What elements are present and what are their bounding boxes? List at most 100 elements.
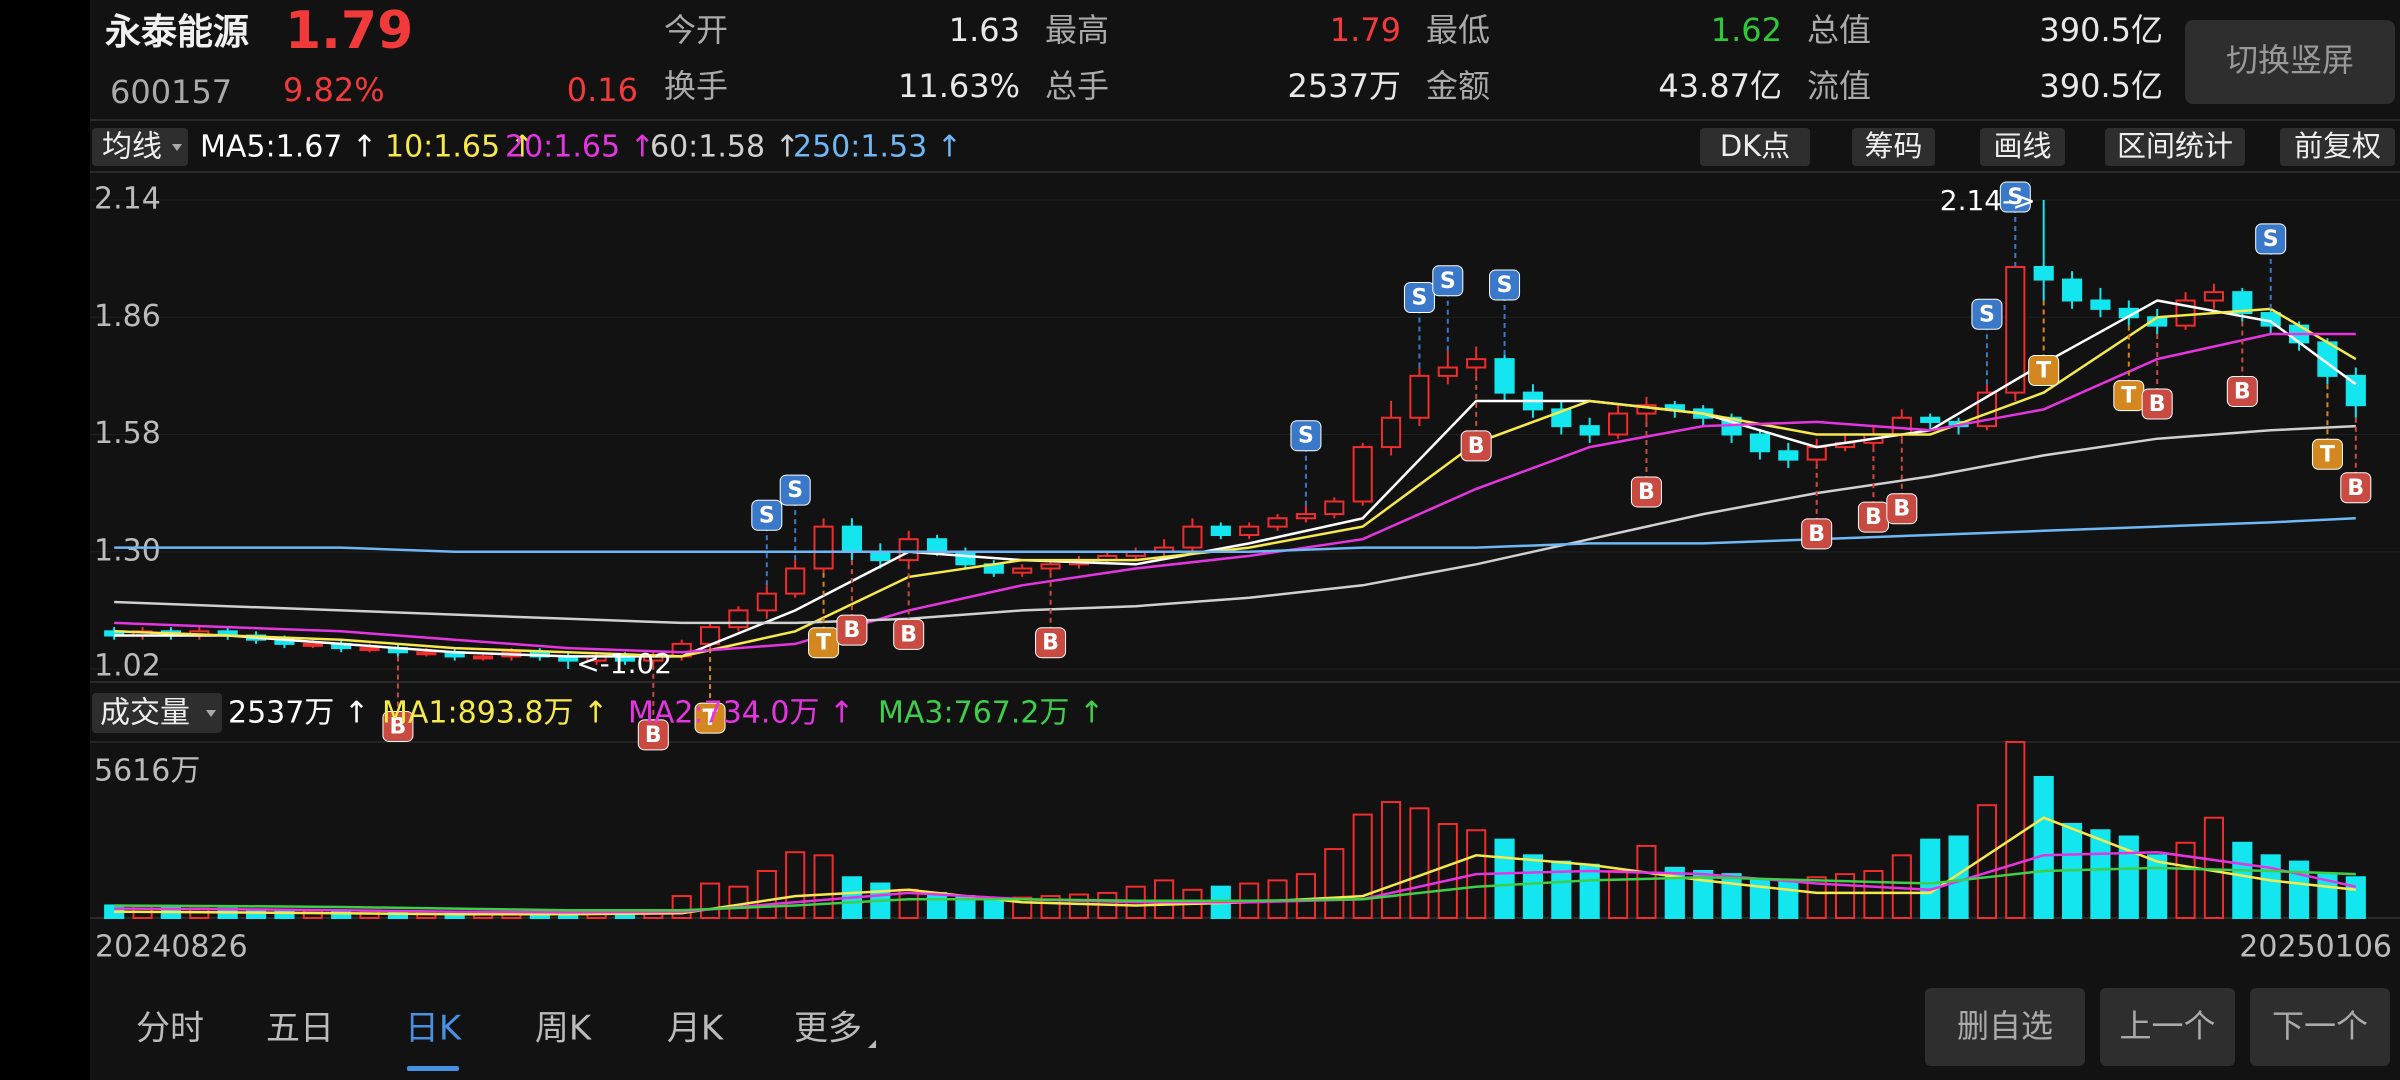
volume-selector[interactable] — [92, 693, 222, 733]
candle-body — [756, 592, 777, 612]
volume-bar — [983, 898, 1004, 920]
bottom-button-label[interactable]: 删自选 — [1957, 1007, 2053, 1045]
signal-label: T — [2121, 384, 2136, 409]
volume-bar — [1522, 854, 1544, 920]
tab[interactable]: 日K — [405, 1009, 463, 1049]
candle-body — [1494, 358, 1515, 394]
volume-selector-label[interactable]: 成交量 — [100, 696, 190, 731]
stat-label: 流值 — [1807, 67, 1871, 105]
tab[interactable]: 月K — [667, 1009, 725, 1049]
candle-body — [359, 647, 380, 652]
tab[interactable]: 五日 — [266, 1009, 334, 1049]
volume-bar — [1778, 879, 1799, 920]
candle-body — [1324, 500, 1345, 516]
tool-button-label[interactable]: 筹码 — [1864, 129, 1922, 163]
candle-body — [2090, 299, 2111, 310]
tab[interactable]: 更多 — [794, 1009, 862, 1049]
tab[interactable]: 周K — [535, 1009, 593, 1049]
tool-button[interactable] — [1700, 128, 1810, 166]
signal-label: S — [759, 503, 775, 528]
bottom-button-label[interactable]: 上一个 — [2119, 1007, 2215, 1045]
ma-line — [114, 850, 2357, 914]
signal-badge — [1886, 493, 1918, 525]
stat-label: 总手 — [1045, 67, 1109, 105]
tool-button-label[interactable]: 前复权 — [2294, 129, 2381, 163]
tool-button[interactable] — [1980, 128, 2065, 166]
volume-bar — [2118, 835, 2139, 919]
volume-bar — [1040, 895, 1061, 920]
bottom-button-label[interactable]: 下一个 — [2272, 1007, 2368, 1045]
rotate-button[interactable] — [2185, 20, 2395, 104]
tool-button[interactable] — [1852, 128, 1935, 166]
volume-bar — [2090, 829, 2111, 920]
signal-badge — [1403, 282, 1435, 313]
signal-label: T — [703, 706, 718, 731]
ma-selector[interactable] — [92, 128, 188, 166]
dropdown-arrow — [172, 144, 182, 151]
signal-label: B — [1865, 505, 1882, 530]
ma-line — [114, 424, 2356, 625]
stat-label: 最低 — [1426, 11, 1490, 49]
tool-button-label[interactable]: 画线 — [1993, 129, 2051, 163]
candle-body — [926, 538, 948, 553]
signal-label: S — [787, 478, 803, 503]
candle-body — [1295, 513, 1317, 520]
volume-bar — [2203, 816, 2225, 919]
bottom-button[interactable] — [2100, 988, 2235, 1066]
candle-body — [2232, 291, 2253, 315]
ma-legend: 60:1.58 ↑ — [650, 130, 800, 165]
tool-button[interactable] — [2105, 128, 2245, 166]
low-annotation: <-1.02 — [576, 647, 672, 680]
more-arrow — [868, 1040, 876, 1048]
volume-bar — [1494, 838, 1515, 919]
candle-body — [898, 538, 919, 562]
volume-bar — [1012, 896, 1033, 920]
volume-bar — [1068, 893, 1090, 920]
signal-label: S — [2007, 185, 2023, 210]
bottom-button[interactable] — [2250, 988, 2390, 1066]
signal-badge — [2255, 223, 2287, 255]
signal-badge — [1489, 269, 1521, 301]
candle-body — [841, 525, 863, 553]
tool-button-label[interactable]: DK点 — [1720, 129, 1790, 163]
volume-bar — [1636, 844, 1657, 919]
candle-body — [1182, 525, 1203, 549]
candle-body — [1466, 358, 1487, 369]
candle-body — [1239, 525, 1260, 536]
tool-button[interactable] — [2280, 128, 2395, 166]
signal-label: S — [1412, 286, 1428, 311]
ma-legend: MA5:1.67 ↑ — [200, 130, 377, 165]
volume-bar — [1324, 848, 1345, 920]
signal-badge — [382, 710, 414, 742]
candle-body — [104, 630, 125, 637]
ma-selector-label[interactable]: 均线 — [102, 130, 162, 165]
candle-body — [728, 609, 749, 629]
volume-bar — [2345, 876, 2366, 920]
volume-legend: MA2:734.0万 ↑ — [628, 696, 854, 731]
stat-label: 金额 — [1426, 67, 1490, 105]
rotate-button-label[interactable]: 切换竖屏 — [2226, 41, 2354, 79]
signal-badge — [1971, 298, 2003, 330]
signal-label: B — [1808, 522, 1825, 547]
candle-body — [1012, 567, 1033, 574]
bottom-button[interactable] — [1925, 988, 2085, 1066]
signal-badge — [751, 499, 783, 531]
tab[interactable]: 分时 — [136, 1009, 204, 1049]
volume-bar — [1693, 869, 1714, 920]
tool-button-label[interactable]: 区间统计 — [2117, 129, 2233, 163]
signal-badge — [893, 618, 925, 650]
ma-line — [114, 307, 2357, 658]
volume-bar — [2033, 775, 2054, 919]
left-strip — [0, 0, 90, 1080]
ma-line — [114, 299, 2357, 658]
volume-bar — [756, 869, 777, 920]
candle-body — [472, 655, 494, 660]
signal-badge — [2311, 438, 2343, 470]
signal-label: B — [1468, 434, 1485, 459]
stat-value: 1.63 — [949, 11, 1020, 49]
signal-label: B — [1042, 631, 1059, 656]
stat-label: 最高 — [1045, 11, 1109, 49]
candle-body — [2345, 374, 2366, 407]
ma-line — [114, 517, 2356, 554]
signal-label: S — [1440, 269, 1456, 294]
